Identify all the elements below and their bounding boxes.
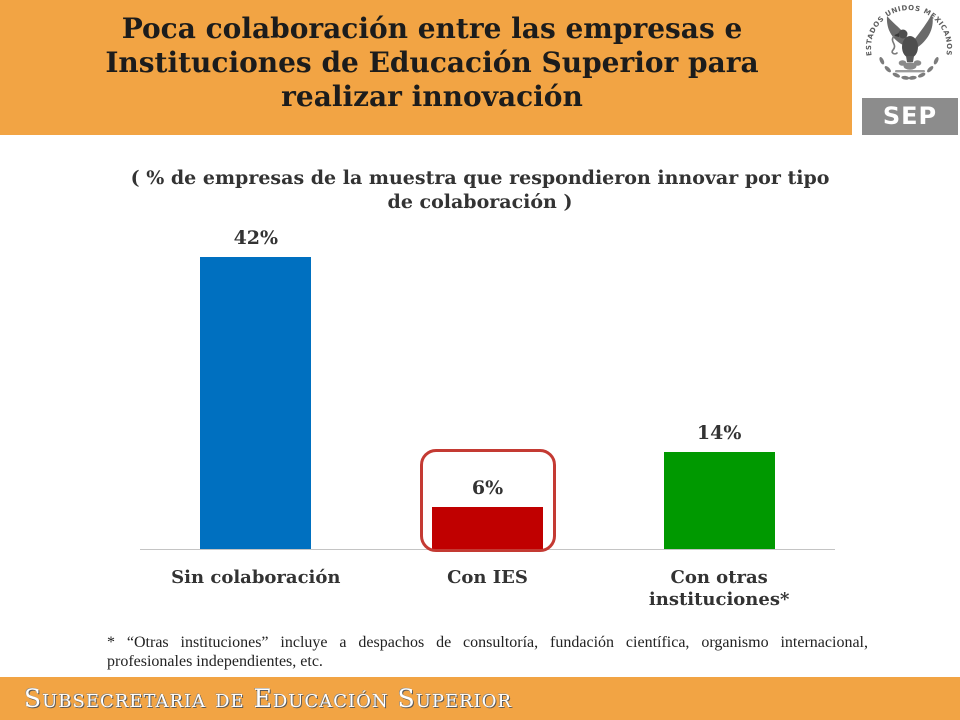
slide-title-line-1: Poca colaboración entre las empresas e [121,12,743,45]
value-label-con-ies: 6% [471,477,504,500]
wreath-icon [879,56,939,80]
slide-title-line-3: realizar innovación [281,80,583,113]
footer-band: Subsecretaria de Educación Superior [0,677,960,720]
chart-subtitle-line-2: de colaboración ) [387,191,573,213]
bar-chart: 42% Sin colaboración 6% Con IES 14% Con otras… [120,200,860,620]
value-label-sin-colaboracion: 42% [233,226,279,249]
slide-title: Poca colaboración entre las empresas e I… [10,12,854,114]
value-label-con-otras-instituciones: 14% [696,421,742,444]
coat-of-arms-seal: ESTADOS UNIDOS MEXICANOS [865,4,952,80]
highlight-box [419,449,556,552]
bar-sin-colaboracion [200,256,312,549]
category-label-con-ies: Con IES [447,567,528,588]
serpent-icon [891,35,898,55]
header-band [0,0,852,135]
category-label-sin-colaboracion: Sin colaboración [171,567,341,588]
bar-con-otras-instituciones [663,451,775,549]
sep-logo: SEP [862,98,958,135]
footnote-line-2: profesionales independientes, etc. [107,653,323,670]
slide-title-line-2: Instituciones de Educación Superior para [105,46,759,79]
footnote: * “Otras instituciones” incluye a despac… [107,633,868,671]
category-label-con-otras-instituciones: Con otras instituciones* [648,567,790,610]
chart-subtitle: ( % de empresas de la muestra que respon… [0,166,960,214]
cactus-icon [895,60,925,73]
bar-con-ies [432,507,543,549]
chart-subtitle-line-1: ( % de empresas de la muestra que respon… [130,167,830,189]
footer-department-name: Subsecretaria de Educación Superior [24,684,513,713]
footnote-line-1: * “Otras instituciones” incluye a despac… [107,634,868,651]
eagle-icon [886,14,933,62]
